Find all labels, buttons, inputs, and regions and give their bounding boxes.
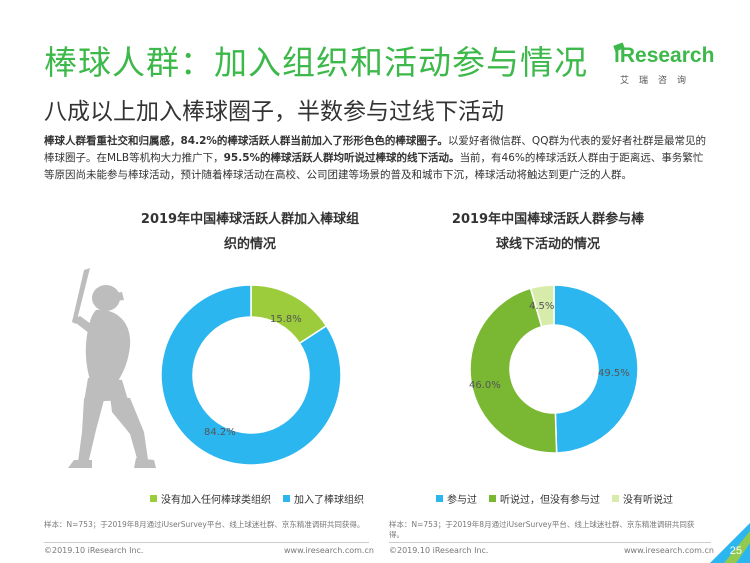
chart2-title-line2: 球线下活动的情况 bbox=[495, 237, 600, 252]
footer-copyright-right: ©2019.10 iResearch Inc. bbox=[389, 546, 489, 555]
legend-swatch bbox=[612, 495, 619, 502]
legend-swatch bbox=[436, 495, 443, 502]
chart2-legend-label-heard: 听说过，但没有参与过 bbox=[500, 495, 600, 506]
logo-sub-text: 艾瑞咨询 bbox=[620, 76, 697, 86]
chart1-title-line2: 织的情况 bbox=[223, 237, 276, 252]
footer-divider-right bbox=[389, 542, 711, 543]
legend-swatch bbox=[489, 495, 496, 502]
description-text-4: 当前，有46%的棒球活跃人群由于距离远、事务繁忙等原因尚未能参与棒球活动，预计随… bbox=[44, 152, 704, 181]
chart1-slice-1 bbox=[160, 284, 342, 466]
logo-main-text: iResearch bbox=[614, 44, 715, 67]
chart1-legend-label-joined: 加入了棒球组织 bbox=[294, 495, 364, 506]
chart2-donut: 49.5% 46.0% 4.5% bbox=[469, 284, 639, 454]
chart1-title: 2019年中国棒球活跃人群加入棒球组 织的情况 bbox=[120, 207, 380, 257]
chart2-legend-item-participated: 参与过 bbox=[436, 491, 477, 506]
iresearch-logo: iResearch 艾瑞咨询 bbox=[613, 42, 734, 92]
chart1-title-line1: 2019年中国棒球活跃人群加入棒球组 bbox=[140, 212, 360, 227]
footnote-left: 样本：N=753；于2019年8月通过iUserSurvey平台、线上球迷社群、… bbox=[44, 520, 365, 529]
footer-copyright-left: ©2019.10 iResearch Inc. bbox=[44, 546, 144, 555]
chart2-legend-item-heard: 听说过，但没有参与过 bbox=[489, 491, 600, 506]
footer-url-right: www.iresearch.com.cn bbox=[624, 546, 714, 555]
chart2-label-participated: 49.5% bbox=[598, 368, 630, 379]
chart2-slice-0 bbox=[553, 284, 639, 454]
chart2-title-line1: 2019年中国棒球活跃人群参与棒 bbox=[451, 212, 645, 227]
footer-url-left: www.iresearch.com.cn bbox=[284, 546, 374, 555]
description-text-2: 以爱好者微信群、QQ群为代表的爱好者社群是最常见的棒球圈子。在MLB等机构大力推… bbox=[44, 135, 706, 164]
chart2-title: 2019年中国棒球活跃人群参与棒 球线下活动的情况 bbox=[428, 207, 668, 257]
chart1-legend-item-not-joined: 没有加入任何棒球类组织 bbox=[150, 491, 271, 506]
description-bold-3: 95.5%的棒球活跃人群均听说过棒球的线下活动。 bbox=[223, 152, 460, 164]
chart1-label-joined: 84.2% bbox=[204, 427, 236, 438]
legend-swatch bbox=[150, 495, 157, 502]
chart1-legend-label-not-joined: 没有加入任何棒球类组织 bbox=[161, 495, 271, 506]
chart1-legend: 没有加入任何棒球类组织 加入了棒球组织 bbox=[150, 491, 364, 506]
footer-divider-left bbox=[44, 542, 369, 543]
chart1-label-not-joined: 15.8% bbox=[270, 314, 302, 325]
page-title: 棒球人群：加入组织和活动参与情况 bbox=[44, 43, 588, 82]
chart2-slice-1 bbox=[469, 287, 558, 454]
chart2-legend: 参与过 听说过，但没有参与过 没有听说过 bbox=[436, 491, 673, 506]
chart2-label-not-heard: 4.5% bbox=[529, 301, 554, 312]
baseball-player-silhouette-icon bbox=[68, 268, 156, 468]
chart1-legend-item-joined: 加入了棒球组织 bbox=[283, 491, 364, 506]
page-number-tab bbox=[710, 523, 750, 563]
chart2-legend-label-not-heard: 没有听说过 bbox=[623, 495, 673, 506]
description-paragraph: 棒球人群看重社交和归属感，84.2%的棒球活跃人群当前加入了形形色色的棒球圈子。… bbox=[44, 133, 710, 184]
footnote-right: 样本：N=753；于2019年8月通过iUserSurvey平台、线上球迷社群、… bbox=[389, 520, 695, 539]
description-bold-1: 棒球人群看重社交和归属感，84.2%的棒球活跃人群当前加入了形形色色的棒球圈子。 bbox=[44, 135, 448, 147]
chart1-donut: 15.8% 84.2% bbox=[160, 284, 342, 466]
chart2-label-heard-not-participated: 46.0% bbox=[469, 380, 501, 391]
chart2-slice-2 bbox=[529, 284, 555, 328]
page-number: 25 bbox=[729, 545, 742, 557]
chart2-legend-label-participated: 参与过 bbox=[447, 495, 477, 506]
legend-swatch bbox=[283, 495, 290, 502]
chart2-legend-item-not-heard: 没有听说过 bbox=[612, 491, 673, 506]
page-subtitle: 八成以上加入棒球圈子，半数参与过线下活动 bbox=[44, 99, 504, 125]
